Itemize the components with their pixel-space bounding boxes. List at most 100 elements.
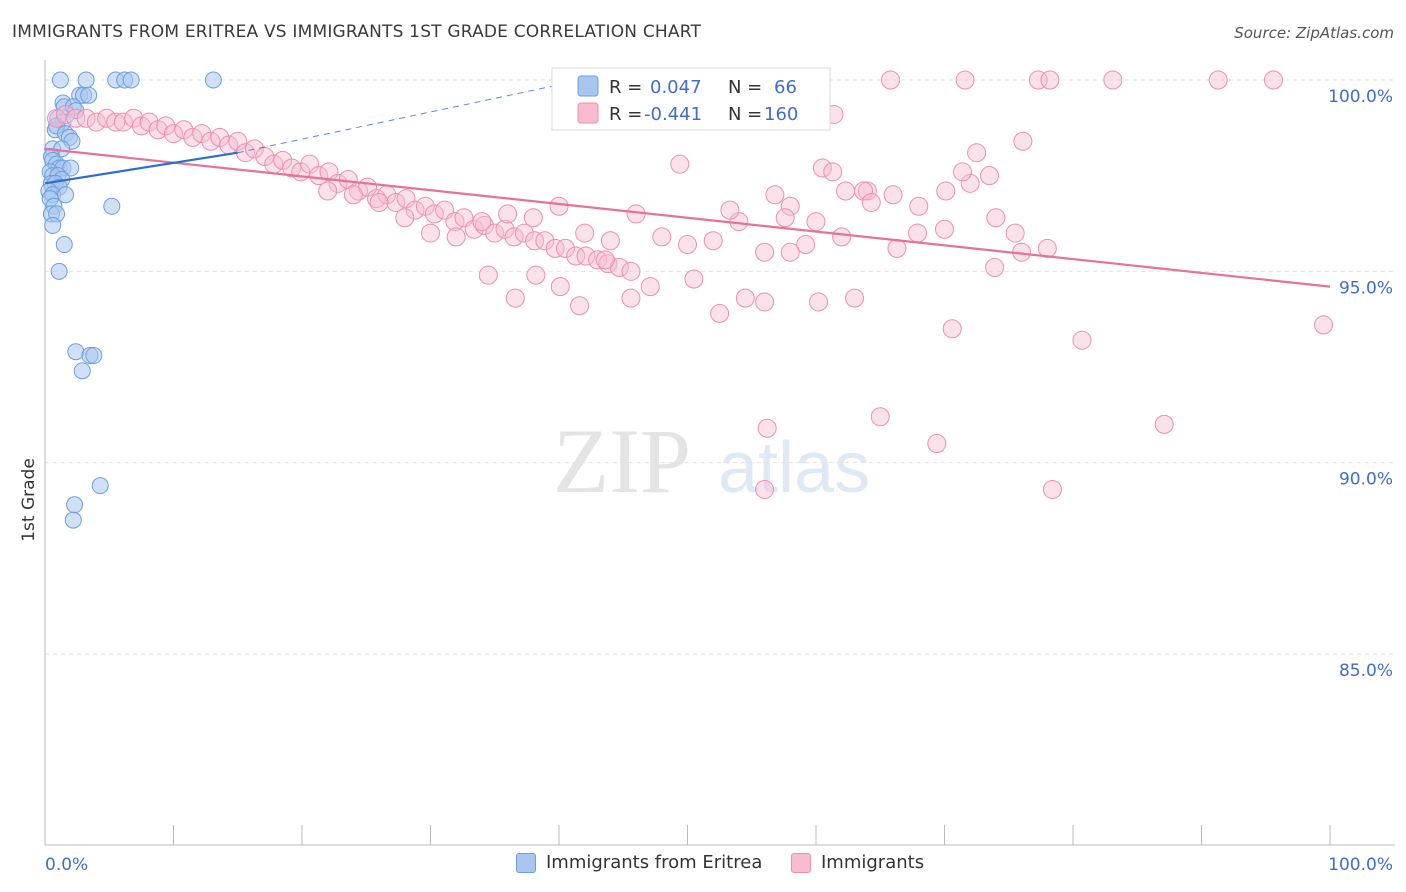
immigrants-point-127 — [908, 223, 928, 243]
trend-line-eritrea-extension — [237, 68, 637, 154]
immigrants-point-88 — [832, 227, 852, 247]
immigrants-point-2 — [1028, 70, 1048, 90]
bottom-legend-immigrants: Immigrants — [791, 852, 924, 873]
immigrants-point-118 — [1154, 414, 1174, 434]
immigrants-point-20 — [164, 124, 183, 144]
immigrants-point-123 — [823, 162, 843, 182]
immigrants-point-125 — [854, 181, 874, 201]
immigrants-point-114 — [1314, 315, 1334, 335]
watermark-atlas: atlas — [718, 428, 870, 508]
eritrea-point-8 — [80, 86, 98, 104]
immigrants-point-81 — [652, 227, 672, 247]
immigrants-point-52 — [464, 219, 484, 239]
immigrants-point-109 — [780, 242, 800, 262]
legend-n-label-2: N = — [728, 104, 762, 125]
eritrea-point-0 — [51, 71, 69, 89]
immigrants-point-75 — [498, 204, 518, 224]
immigrants-point-36 — [309, 166, 329, 186]
immigrants-point-122 — [812, 158, 832, 178]
eritrea-point-45 — [50, 262, 68, 280]
immigrants-point-117 — [927, 434, 947, 454]
immigrants-point-131 — [979, 166, 999, 186]
immigrants-point-5 — [1208, 70, 1228, 90]
immigrants-point-60 — [545, 238, 565, 258]
immigrants-point-74 — [472, 212, 492, 232]
immigrants-point-133 — [1005, 223, 1025, 243]
eritrea-point-5 — [204, 71, 222, 89]
immigrants-point-68 — [318, 181, 338, 201]
legend-r-value-2: -0.441 — [644, 104, 702, 125]
immigrants-point-79 — [600, 231, 620, 251]
immigrants-point-139 — [887, 238, 907, 258]
eritrea-point-52 — [64, 511, 82, 529]
immigrants-point-77 — [549, 196, 569, 216]
correlation-legend: R = 0.047 N = 66 R = -0.441 N = 160 — [551, 67, 831, 131]
series-immigrants-points — [47, 70, 1334, 499]
immigrants-point-120 — [1042, 479, 1062, 499]
trend-line-immigrants — [44, 147, 1331, 288]
immigrants-point-19 — [156, 116, 176, 136]
series-eritrea-points — [40, 71, 222, 529]
bottom-legend-label-eritrea: Immigrants from Eritrea — [546, 852, 763, 873]
immigrants-point-102 — [595, 250, 615, 270]
immigrants-point-83 — [703, 231, 723, 251]
immigrants-point-112 — [942, 319, 962, 339]
immigrants-point-62 — [566, 246, 586, 266]
immigrants-point-27 — [228, 131, 248, 151]
bottom-legend-swatch-immigrants — [791, 852, 811, 873]
immigrants-point-101 — [570, 296, 590, 316]
eritrea-point-1 — [77, 71, 95, 89]
eritrea-point-51 — [66, 496, 84, 514]
immigrants-point-137 — [775, 208, 795, 228]
immigrants-point-4 — [1103, 70, 1123, 90]
immigrants-point-85 — [755, 242, 775, 262]
bottom-legend: Immigrants from Eritrea Immigrants — [0, 850, 1406, 880]
immigrants-point-103 — [621, 288, 641, 308]
immigrants-point-135 — [765, 185, 785, 205]
immigrants-point-105 — [684, 269, 704, 289]
legend-r-label-1: R = — [609, 77, 642, 98]
immigrants-point-71 — [395, 208, 415, 228]
legend-n-value-2: 160 — [764, 104, 798, 125]
legend-swatch-eritrea — [577, 75, 599, 97]
y-tick-label-2: 90.0% — [1339, 470, 1393, 490]
bottom-legend-eritrea: Immigrants from Eritrea — [516, 852, 762, 873]
immigrants-point-3 — [1040, 70, 1060, 90]
immigrants-point-63 — [576, 246, 596, 266]
watermark-zip: ZIP — [553, 410, 691, 512]
trend-line-eritrea — [44, 151, 238, 185]
grid-lines — [45, 79, 1395, 655]
immigrants-point-76 — [523, 208, 543, 228]
immigrants-point-6 — [1263, 70, 1283, 90]
eritrea-point-46 — [67, 343, 85, 361]
trend-lines — [44, 68, 1331, 288]
x-tick-label-1: 100.0% — [1328, 855, 1393, 875]
immigrants-point-126 — [861, 192, 881, 212]
immigrants-point-78 — [575, 223, 595, 243]
immigrants-point-92 — [935, 219, 954, 239]
immigrants-point-61 — [555, 238, 575, 258]
immigrants-point-136 — [720, 200, 740, 220]
immigrants-point-138 — [796, 235, 816, 255]
immigrants-point-11 — [86, 112, 106, 132]
y-axis-label: 1st Grade — [19, 458, 39, 542]
y-tick-label-3: 85.0% — [1339, 661, 1393, 681]
immigrants-point-8 — [56, 104, 76, 124]
y-tick-label-0: 100.0% — [1328, 87, 1393, 107]
legend-r-label-2: R = — [609, 104, 642, 125]
immigrants-point-70 — [369, 192, 389, 212]
immigrants-point-97 — [478, 265, 498, 285]
y-tick-label-1: 95.0% — [1339, 278, 1393, 298]
immigrants-point-46 — [405, 200, 425, 220]
bottom-legend-swatch-eritrea — [516, 852, 536, 873]
immigrants-point-106 — [710, 303, 730, 323]
eritrea-point-48 — [85, 347, 103, 365]
immigrants-point-104 — [640, 277, 660, 297]
legend-r-value-1: 0.047 — [650, 77, 702, 98]
immigrants-point-129 — [952, 162, 972, 182]
immigrants-point-0 — [881, 70, 901, 90]
immigrants-point-116 — [757, 418, 777, 438]
immigrants-point-94 — [986, 208, 1006, 228]
eritrea-point-12 — [67, 102, 85, 120]
